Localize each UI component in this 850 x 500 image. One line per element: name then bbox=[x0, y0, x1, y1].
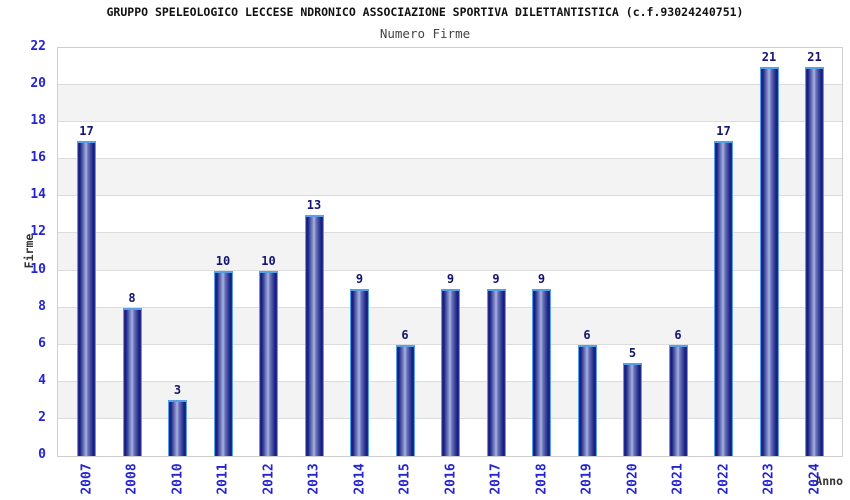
x-tick-label: 2024 bbox=[807, 463, 822, 495]
x-tick-label: 2020 bbox=[625, 463, 640, 495]
gridline bbox=[58, 232, 842, 234]
bar-2020 bbox=[623, 363, 642, 456]
y-tick-label: 20 bbox=[30, 76, 46, 92]
bar-2012 bbox=[259, 270, 278, 456]
bar-value-label: 6 bbox=[674, 327, 682, 342]
bar-value-label: 21 bbox=[807, 49, 822, 64]
plot-band bbox=[58, 233, 842, 271]
bar-value-label: 17 bbox=[79, 123, 94, 138]
bar-2018 bbox=[532, 289, 551, 456]
y-tick-label: 4 bbox=[38, 372, 46, 388]
bar-2014 bbox=[350, 289, 369, 456]
y-tick-label: 0 bbox=[38, 447, 46, 462]
bar-2024 bbox=[805, 66, 824, 456]
bar-value-label: 9 bbox=[492, 272, 500, 287]
x-tick-label: 2018 bbox=[534, 463, 549, 495]
x-tick-label: 2019 bbox=[579, 463, 595, 495]
x-tick-label: 2012 bbox=[261, 463, 276, 495]
bar-value-label: 9 bbox=[355, 272, 364, 287]
x-tick-label: 2011 bbox=[215, 463, 231, 495]
bar-value-label: 17 bbox=[716, 123, 731, 138]
y-tick-label: 8 bbox=[38, 298, 46, 314]
y-tick-label: 2 bbox=[38, 409, 46, 425]
bar-2013 bbox=[304, 214, 324, 456]
bar-value-label: 10 bbox=[215, 253, 231, 268]
x-tick-label: 2015 bbox=[397, 463, 413, 495]
x-tick-label: 2023 bbox=[761, 463, 777, 495]
bar-value-label: 9 bbox=[537, 272, 546, 287]
bar-2023 bbox=[759, 66, 779, 456]
bar-2022 bbox=[714, 140, 733, 456]
bar-2007 bbox=[77, 140, 96, 456]
x-tick-label: 2007 bbox=[79, 463, 94, 495]
bar-2011 bbox=[213, 270, 233, 456]
x-tick-label: 2017 bbox=[488, 463, 504, 495]
y-tick-label: 22 bbox=[30, 39, 46, 54]
y-tick-label: 10 bbox=[30, 261, 46, 277]
plot-band bbox=[58, 85, 842, 123]
bar-value-label: 6 bbox=[401, 327, 409, 342]
bar-value-label: 6 bbox=[583, 327, 591, 342]
bar-2015 bbox=[395, 344, 415, 456]
y-tick-label: 6 bbox=[38, 335, 46, 351]
x-tick-label: 2013 bbox=[306, 463, 322, 495]
plot-area: 17 8 3 10 10 13 9 6 9 9 9 6 5 6 17 21 21 bbox=[57, 47, 843, 457]
y-tick-label: 16 bbox=[30, 150, 46, 166]
chart-title: GRUPPO SPELEOLOGICO LECCESE NDRONICO ASS… bbox=[106, 5, 744, 19]
x-tick-label: 2022 bbox=[716, 463, 731, 495]
bar-2021 bbox=[668, 344, 688, 456]
gridline bbox=[58, 84, 842, 86]
gridline bbox=[58, 195, 842, 197]
chart-subtitle: Numero Firme bbox=[379, 26, 471, 41]
bar-value-label: 8 bbox=[128, 290, 136, 305]
bar-2008 bbox=[122, 307, 142, 456]
bar-value-label: 9 bbox=[446, 272, 455, 287]
y-tick-label: 18 bbox=[30, 113, 46, 129]
gridline bbox=[58, 121, 842, 123]
bar-value-label: 3 bbox=[173, 383, 182, 398]
x-axis-label: Anno bbox=[815, 474, 843, 488]
bar-value-label: 21 bbox=[761, 49, 777, 64]
y-tick-label: 12 bbox=[30, 224, 46, 240]
bar-value-label: 10 bbox=[261, 253, 276, 268]
bar-2019 bbox=[577, 344, 597, 456]
x-tick-label: 2016 bbox=[443, 463, 458, 495]
gridline bbox=[58, 158, 842, 160]
bar-2017 bbox=[486, 289, 506, 456]
x-tick-label: 2010 bbox=[170, 463, 185, 495]
bar-2016 bbox=[441, 289, 460, 456]
bar-value-label: 13 bbox=[306, 197, 322, 212]
bar-2010 bbox=[168, 400, 187, 456]
y-tick-label: 14 bbox=[30, 187, 46, 203]
bar-value-label: 5 bbox=[628, 346, 637, 361]
x-tick-label: 2014 bbox=[352, 463, 367, 495]
plot-band bbox=[58, 159, 842, 197]
gridline bbox=[58, 269, 842, 271]
x-tick-label: 2021 bbox=[670, 463, 686, 495]
x-tick-label: 2008 bbox=[124, 463, 140, 495]
